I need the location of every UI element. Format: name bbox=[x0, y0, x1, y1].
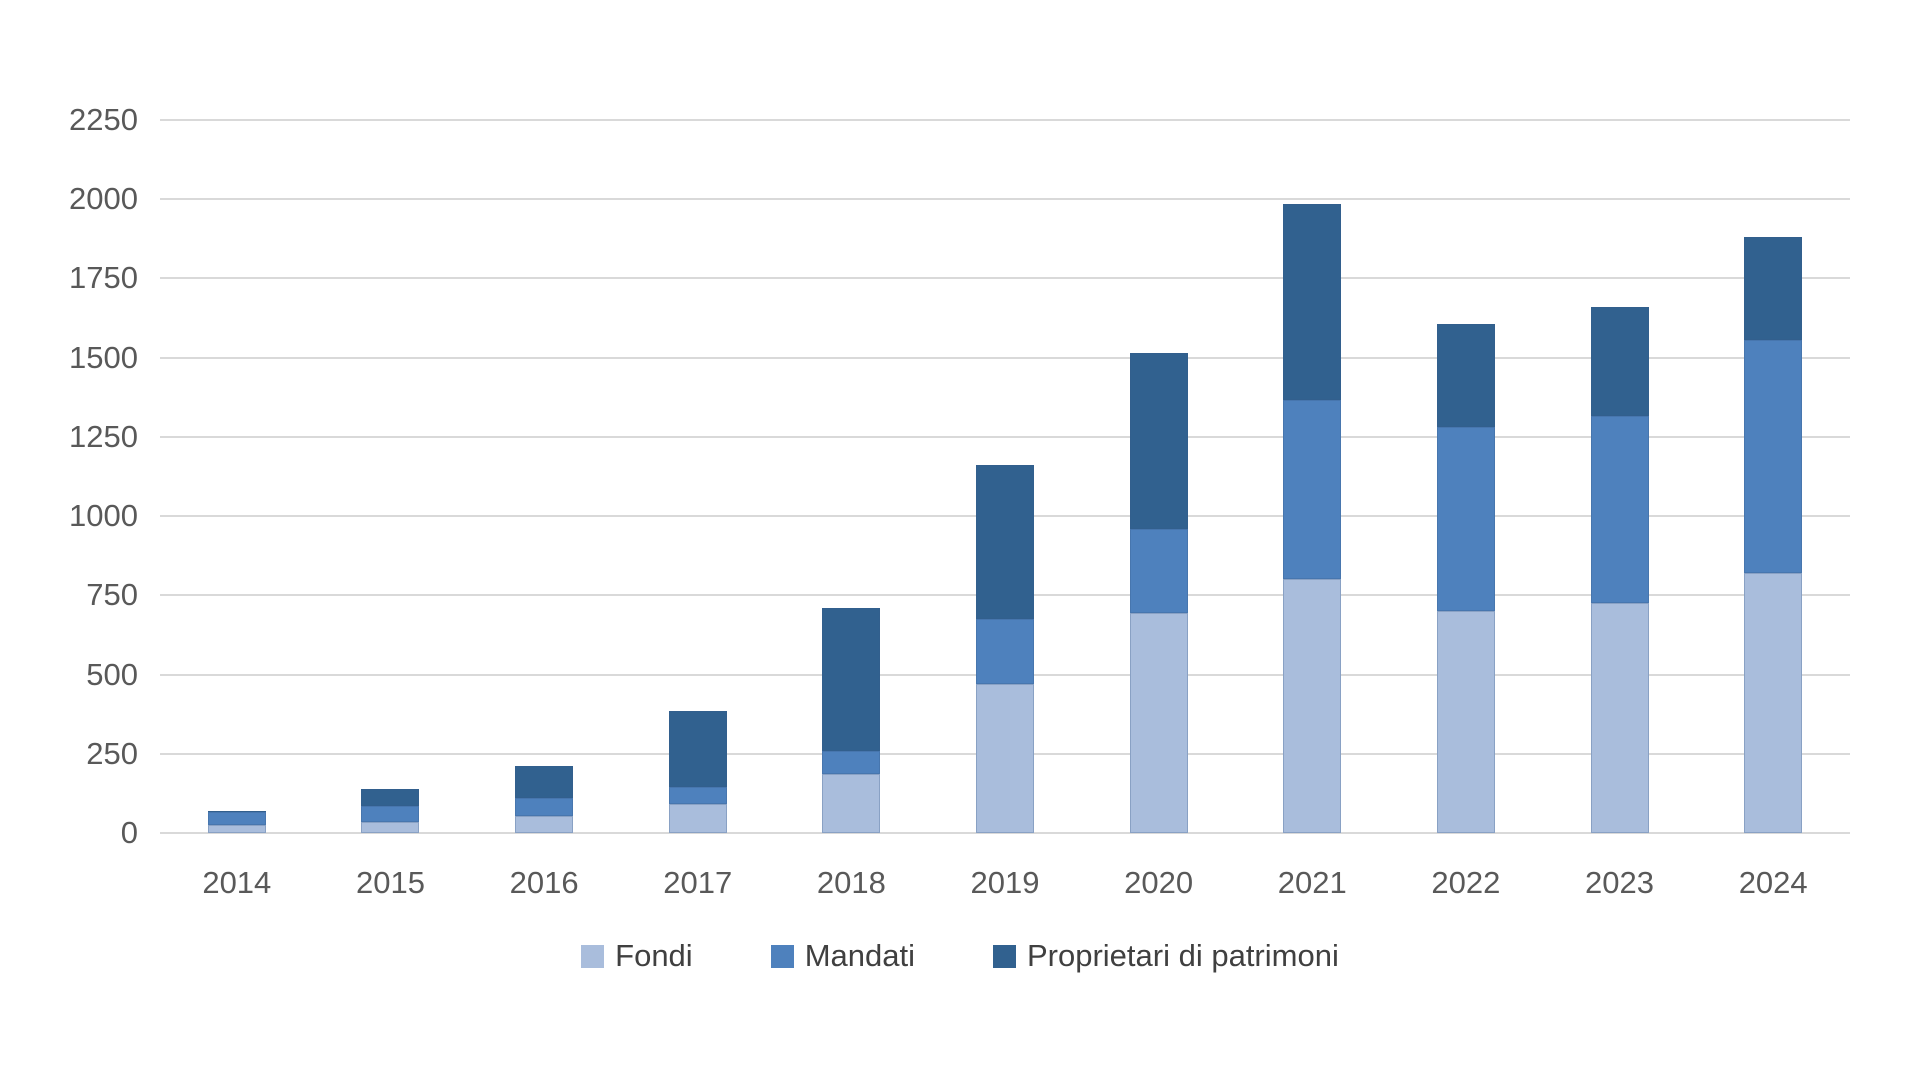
bar-segment-fondi-2016 bbox=[515, 815, 574, 833]
y-axis-tick-label-750: 750 bbox=[86, 577, 138, 613]
bar-2020 bbox=[1129, 352, 1188, 833]
bar-segment-proprietari-di-patrimoni-2014 bbox=[207, 810, 266, 813]
bar-segment-fondi-2019 bbox=[976, 684, 1034, 833]
bar-2017 bbox=[668, 710, 727, 833]
x-axis-label-2014: 2014 bbox=[202, 865, 272, 900]
bar-segment-mandati-2015 bbox=[361, 806, 420, 822]
bar-2016 bbox=[515, 766, 574, 833]
bar-segment-mandati-2017 bbox=[668, 787, 727, 805]
y-axis-tick-label-500: 500 bbox=[86, 656, 138, 692]
legend-item-fondi: Fondi bbox=[581, 938, 693, 974]
bar-2014 bbox=[207, 810, 266, 833]
x-axis-label-2024: 2024 bbox=[1738, 865, 1808, 900]
y-axis-tick-label-0: 0 bbox=[120, 815, 138, 850]
bar-segment-proprietari-di-patrimoni-2020 bbox=[1129, 352, 1188, 529]
bar-segment-proprietari-di-patrimoni-2018 bbox=[822, 608, 881, 751]
x-axis-label-2021: 2021 bbox=[1277, 865, 1347, 900]
gridline-1500 bbox=[160, 356, 1850, 359]
bar-segment-fondi-2015 bbox=[361, 821, 420, 833]
bar-2015 bbox=[361, 788, 420, 833]
bar-segment-mandati-2024 bbox=[1744, 340, 1803, 574]
x-axis-label-2019: 2019 bbox=[970, 865, 1040, 900]
x-axis-label-2018: 2018 bbox=[816, 865, 886, 900]
gridline-0 bbox=[160, 832, 1850, 834]
y-axis-tick-label-1750: 1750 bbox=[69, 260, 138, 296]
legend-item-proprietari-di-patrimoni: Proprietari di patrimoni bbox=[992, 938, 1339, 974]
plot-area bbox=[160, 119, 1850, 834]
chart-legend: Fondi Mandati Proprietari di patrimoni bbox=[0, 938, 1920, 974]
bar-segment-fondi-2020 bbox=[1129, 612, 1188, 833]
bar-segment-fondi-2018 bbox=[822, 774, 881, 833]
bar-segment-proprietari-di-patrimoni-2022 bbox=[1436, 324, 1495, 428]
legend-label: Fondi bbox=[615, 938, 693, 973]
bar-segment-fondi-2023 bbox=[1590, 603, 1649, 833]
bar-segment-proprietari-di-patrimoni-2024 bbox=[1744, 237, 1803, 341]
bar-segment-mandati-2023 bbox=[1590, 416, 1649, 604]
gridline-1250 bbox=[160, 435, 1850, 438]
bar-segment-fondi-2021 bbox=[1283, 579, 1342, 833]
bar-segment-fondi-2024 bbox=[1744, 573, 1803, 833]
x-axis-label-2017: 2017 bbox=[663, 865, 733, 900]
bar-segment-fondi-2022 bbox=[1436, 611, 1495, 833]
gridline-2250 bbox=[160, 119, 1850, 121]
y-axis-tick-label-1500: 1500 bbox=[69, 339, 138, 375]
bar-segment-mandati-2019 bbox=[976, 619, 1034, 685]
bar-2019 bbox=[976, 465, 1034, 833]
legend-label: Proprietari di patrimoni bbox=[1026, 938, 1339, 973]
y-axis-tick-label-1250: 1250 bbox=[69, 418, 138, 454]
bar-2018 bbox=[822, 608, 881, 833]
bar-segment-mandati-2022 bbox=[1436, 427, 1495, 612]
bar-2024 bbox=[1744, 237, 1803, 833]
x-axis-label-2022: 2022 bbox=[1431, 865, 1501, 900]
y-axis-tick-label-250: 250 bbox=[86, 735, 138, 771]
x-axis-label-2023: 2023 bbox=[1585, 865, 1655, 900]
x-axis-label-2015: 2015 bbox=[355, 865, 425, 900]
bar-segment-proprietari-di-patrimoni-2019 bbox=[976, 465, 1034, 620]
bar-segment-proprietari-di-patrimoni-2015 bbox=[361, 788, 420, 807]
bar-segment-proprietari-di-patrimoni-2023 bbox=[1590, 306, 1649, 417]
y-axis-tick-label-2250: 2250 bbox=[69, 102, 138, 137]
bar-segment-proprietari-di-patrimoni-2017 bbox=[668, 710, 727, 788]
gridline-1750 bbox=[160, 277, 1850, 280]
legend-item-mandati: Mandati bbox=[770, 938, 915, 974]
bar-segment-proprietari-di-patrimoni-2016 bbox=[515, 766, 574, 799]
bar-segment-fondi-2017 bbox=[668, 804, 727, 833]
y-axis-tick-label-1000: 1000 bbox=[69, 498, 138, 534]
bar-segment-mandati-2021 bbox=[1283, 400, 1342, 580]
x-axis-label-2020: 2020 bbox=[1124, 865, 1194, 900]
bar-2023 bbox=[1590, 306, 1649, 833]
legend-label: Mandati bbox=[804, 938, 915, 973]
bar-segment-proprietari-di-patrimoni-2021 bbox=[1283, 203, 1342, 401]
bar-segment-mandati-2016 bbox=[515, 798, 574, 816]
legend-swatch-icon bbox=[992, 944, 1016, 968]
bar-segment-mandati-2014 bbox=[207, 812, 266, 826]
bar-segment-mandati-2020 bbox=[1129, 528, 1188, 613]
bar-2022 bbox=[1436, 324, 1495, 833]
x-axis-label-2016: 2016 bbox=[509, 865, 579, 900]
bar-segment-mandati-2018 bbox=[822, 750, 881, 775]
gridline-2000 bbox=[160, 198, 1850, 201]
bar-segment-fondi-2014 bbox=[207, 825, 266, 833]
bar-2021 bbox=[1283, 203, 1342, 833]
legend-swatch-icon bbox=[770, 944, 794, 968]
legend-swatch-icon bbox=[581, 944, 605, 968]
y-axis-tick-label-2000: 2000 bbox=[69, 181, 138, 217]
